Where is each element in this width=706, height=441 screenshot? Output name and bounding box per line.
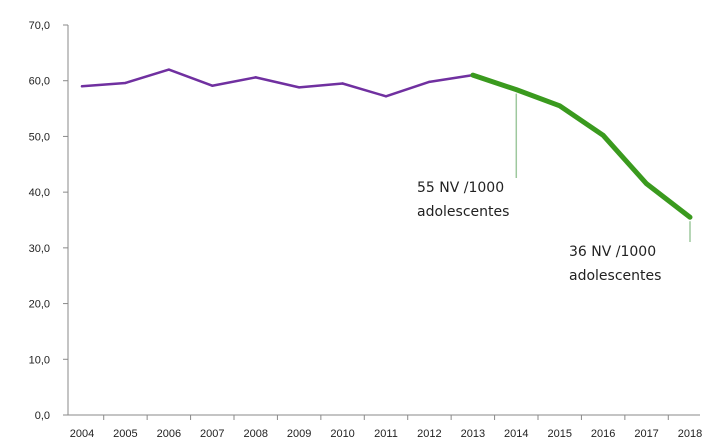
x-tick-label: 2009 [287,428,311,440]
annotation-pointers [515,93,691,242]
data-point-2017 [645,182,648,185]
x-tick-label: 2006 [157,428,181,440]
series-line-2 [470,72,693,220]
x-tick-label: 2008 [243,428,267,440]
x-tick-label: 2007 [200,428,224,440]
data-point-2009 [297,86,301,89]
x-tick-label: 2012 [417,428,441,440]
annotation-2018-line2: adolescentes [569,268,661,284]
series-line-1 [80,68,475,98]
x-tick-label: 2011 [374,428,398,440]
annotations: 55 NV /1000 adolescentes 36 NV /1000 ado… [417,180,661,284]
y-tick-label: 20,0 [29,299,50,311]
x-tick-label: 2017 [634,428,658,440]
data-point-2018 [688,216,692,219]
data-point-2014 [515,88,518,91]
data-point-2008 [254,76,257,79]
y-tick-label: 10,0 [29,354,50,366]
x-tick-label: 2015 [547,428,571,440]
data-point-2013 [471,73,475,77]
y-tick-label: 50,0 [29,131,50,143]
data-point-2011 [384,95,388,98]
annotation-2018-line1: 36 NV /1000 [569,244,656,260]
data-point-2005 [124,81,127,85]
y-tick-label: 30,0 [29,243,50,255]
data-point-2007 [211,84,214,87]
y-tick-label: 40,0 [29,187,50,199]
x-tick-label: 2004 [70,428,94,440]
data-point-2004 [80,85,84,88]
x-tick-label: 2016 [591,428,615,440]
x-tick-label: 2005 [113,428,137,440]
x-tick-label: 2014 [504,428,528,440]
x-tick-label: 2010 [330,428,354,440]
y-tick-label: 60,0 [29,76,50,88]
annotation-2014-line2: adolescentes [417,204,509,220]
annotation-2014-line1: 55 NV /1000 [417,180,504,196]
y-axis [63,24,69,416]
x-tick-labels: 2004 2005 2006 2007 2008 2009 2010 2011 2012 2013… [70,428,702,440]
y-tick-label: 0,0 [35,410,50,422]
data-point-2012 [428,80,431,84]
data-point-2006 [167,68,171,71]
y-tick-label: 70,0 [29,20,50,32]
data-point-2010 [341,82,344,85]
x-axis [68,414,700,420]
y-tick-labels: 0,0 10,0 20,0 30,0 40,0 50,0 60,0 70,0 [29,20,50,422]
data-point-2016 [601,134,605,137]
series-lines [80,68,693,220]
x-tick-label: 2018 [678,428,702,440]
x-tick-label: 2013 [461,428,485,440]
data-point-2015 [558,104,561,107]
